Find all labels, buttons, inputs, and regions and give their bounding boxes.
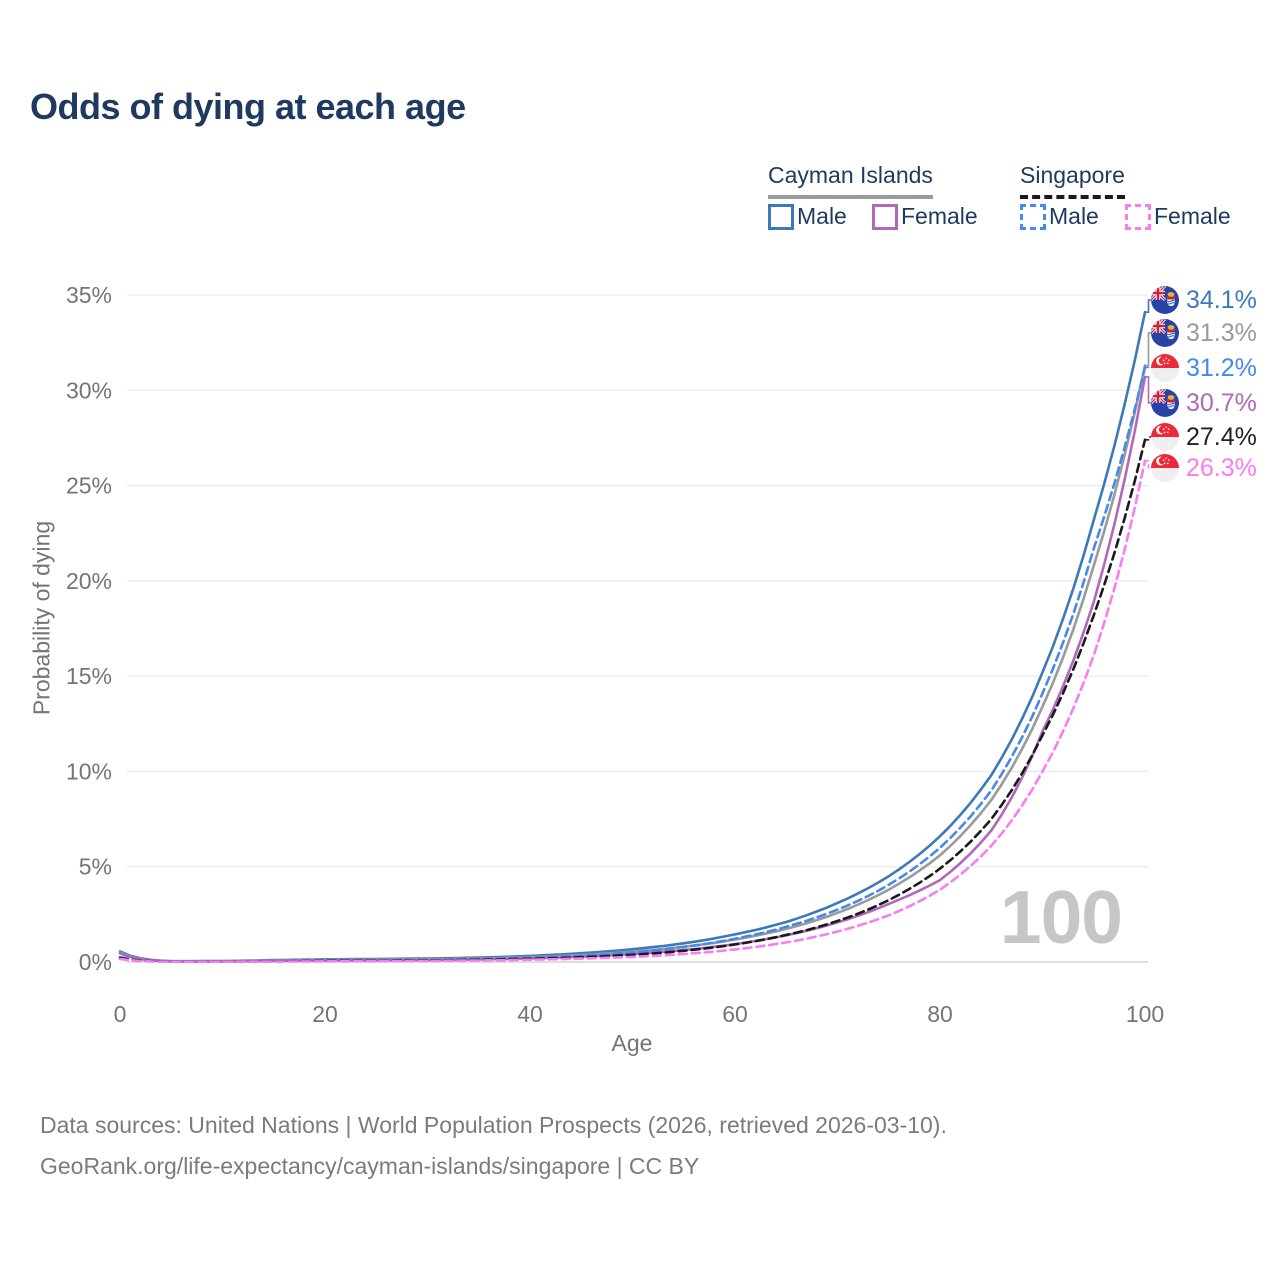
cayman-male-swatch-icon [768,203,794,230]
x-tick-80: 80 [927,1001,953,1027]
y-tick-35%: 35% [66,282,112,308]
singapore-flag-icon [1151,354,1179,382]
leader-line-sm [1145,366,1153,369]
singapore-flag-icon [1151,454,1179,482]
end-label-singapore-both-sexes: 27.4% [1151,422,1257,452]
x-tick-100: 100 [1126,1001,1164,1027]
legend-group-singapore: Singapore [1020,162,1125,199]
leader-line-cm [1145,299,1153,313]
singapore-male-swatch-icon [1020,203,1046,230]
end-label-value: 34.1% [1186,285,1257,314]
footer-sources: Data sources: United Nations | World Pop… [40,1112,947,1138]
end-label-value: 30.7% [1186,388,1257,417]
cayman-islands-flag-icon [1151,319,1179,347]
footer-attribution: GeoRank.org/life-expectancy/cayman-islan… [40,1153,700,1179]
leader-line-sa [1145,436,1153,441]
end-label-singapore-female: 26.3% [1151,453,1257,483]
legend-item-label: Male [797,203,847,229]
end-label-value: 31.3% [1186,318,1257,347]
x-tick-20: 20 [312,1001,338,1027]
y-tick-15%: 15% [66,663,112,689]
legend-item-label: Female [901,203,978,229]
leader-line-sf [1145,460,1153,469]
leader-line-cf [1145,376,1153,404]
x-tick-0: 0 [114,1001,127,1027]
y-tick-0%: 0% [79,949,112,975]
end-label-cayman-islands-both-sexes: 31.3% [1151,318,1257,348]
legend-item-cayman-female[interactable]: Female [872,203,978,230]
legend-group-cayman-islands: Cayman Islands [768,162,933,199]
y-tick-30%: 30% [66,377,112,403]
legend-item-singapore-male[interactable]: Male [1020,203,1099,230]
y-tick-25%: 25% [66,473,112,499]
cayman-islands-flag-icon [1151,389,1179,417]
footer: Data sources: United Nations | World Pop… [40,1105,947,1187]
end-label-value: 26.3% [1186,453,1257,482]
cayman-islands-flag-icon [1151,286,1179,314]
y-tick-10%: 10% [66,758,112,784]
y-tick-5%: 5% [79,854,112,880]
end-label-value: 27.4% [1186,422,1257,451]
x-axis-title: Age [611,1030,653,1056]
x-tick-40: 40 [517,1001,543,1027]
end-label-singapore-male: 31.2% [1151,353,1257,383]
end-label-cayman-islands-male: 34.1% [1151,285,1257,315]
x-tick-60: 60 [722,1001,748,1027]
legend-item-singapore-female[interactable]: Female [1125,203,1231,230]
legend-item-label: Female [1154,203,1231,229]
legend-item-cayman-male[interactable]: Male [768,203,847,230]
plot-area[interactable] [120,290,1145,962]
cayman-female-swatch-icon [872,203,898,230]
end-label-value: 31.2% [1186,353,1257,382]
hover-age-indicator: 100 [996,874,1123,960]
series-line-singapore-female[interactable] [118,459,1147,964]
y-tick-20%: 20% [66,568,112,594]
end-label-cayman-islands-female: 30.7% [1151,388,1257,418]
legend-item-label: Male [1049,203,1099,229]
singapore-flag-icon [1151,423,1179,451]
page-title: Odds of dying at each age [30,86,466,127]
singapore-female-swatch-icon [1125,203,1151,230]
leader-line-ca [1145,332,1153,367]
